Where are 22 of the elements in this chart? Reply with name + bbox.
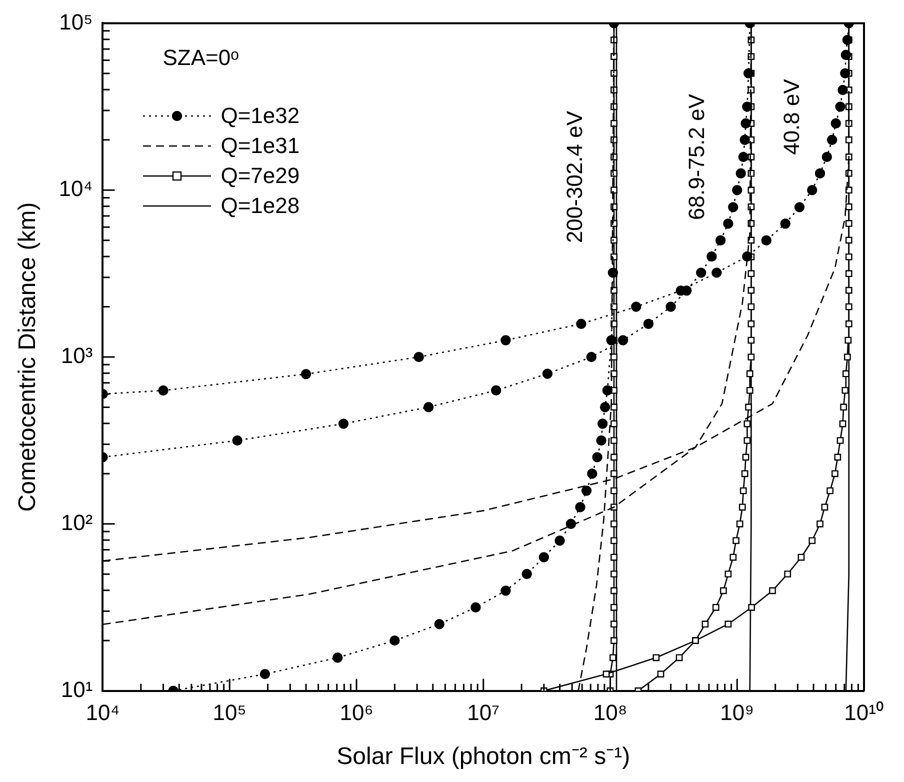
y-tick-label: 10⁵ — [59, 9, 93, 34]
legend-label: Q=1e31 — [220, 133, 300, 160]
annotation: 40.8 eV — [778, 78, 805, 155]
y-axis-title: Cometocentric Distance (km) — [14, 202, 42, 512]
y-tick-label: 10³ — [60, 343, 93, 368]
annotation: SZA=0ᵒ — [162, 45, 240, 72]
y-tick-label: 10¹ — [60, 676, 93, 702]
x-tick-label: 10⁹ — [720, 700, 754, 726]
x-tick-label: 10⁵ — [212, 700, 246, 726]
y-tick-label: 10⁴ — [58, 176, 93, 202]
x-tick-label: 10⁴ — [86, 700, 120, 726]
x-tick-label: 10⁷ — [467, 700, 500, 726]
legend-label: Q=7e29 — [220, 163, 300, 190]
legend-label: Q=1e28 — [220, 193, 300, 220]
y-tick-label: 10² — [60, 510, 93, 535]
x-tick-label: 10¹⁰ — [844, 700, 884, 726]
legend-label: Q=1e32 — [220, 103, 300, 130]
annotation: 68.9-75.2 eV — [684, 94, 710, 220]
x-tick-label: 10⁶ — [340, 700, 374, 726]
annotation: 200-302.4 eV — [562, 110, 588, 243]
x-tick-label: 10⁸ — [593, 700, 628, 726]
x-axis-title: Solar Flux (photon cm⁻² s⁻¹) — [336, 743, 630, 770]
